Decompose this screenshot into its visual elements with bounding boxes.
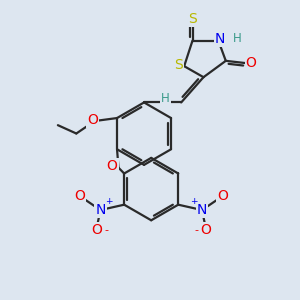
Text: S: S [188, 12, 197, 26]
Text: H: H [232, 32, 241, 45]
Text: O: O [200, 223, 211, 237]
Text: H: H [161, 92, 170, 105]
Text: -: - [194, 225, 198, 235]
Text: +: + [105, 197, 112, 206]
Text: O: O [87, 112, 98, 127]
Text: S: S [175, 58, 183, 72]
Text: +: + [190, 197, 197, 206]
Text: N: N [95, 203, 106, 217]
Text: O: O [218, 189, 228, 203]
Text: -: - [104, 225, 108, 235]
Text: O: O [74, 189, 85, 203]
Text: N: N [197, 203, 207, 217]
Text: N: N [215, 32, 225, 46]
Text: O: O [106, 159, 117, 173]
Text: O: O [246, 56, 256, 70]
Text: O: O [92, 223, 102, 237]
